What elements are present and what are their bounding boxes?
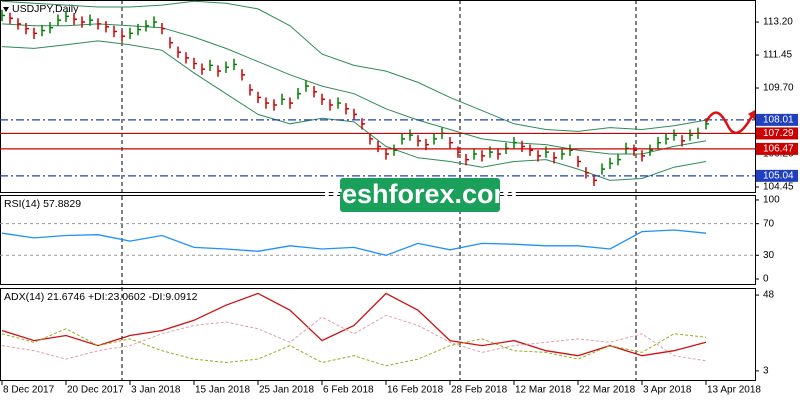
watermark-box [340,178,500,212]
indicator-line [1,314,707,362]
x-tick-label: 22 Mar 2018 [579,385,636,396]
x-tick-label: 28 Feb 2018 [451,385,508,396]
y-tick-label: 30 [763,250,775,261]
forecast-arrowhead [748,110,755,120]
watermark: freshforex.com [322,179,517,209]
level-label: 108.01 [763,115,794,126]
x-tick-label: 16 Feb 2018 [387,385,444,396]
bollinger-middle [1,23,707,155]
x-tick-label: 3 Jan 2018 [131,385,181,396]
menu-triangle[interactable] [3,7,9,12]
level-label: 105.04 [763,170,794,181]
y-tick-label: 104.45 [763,182,794,193]
bollinger-upper [1,0,707,132]
y-tick-label: 0 [763,274,769,285]
x-tick-label: 3 Apr 2018 [643,385,692,396]
panel-title: USDJPY,Daily [12,3,79,15]
x-tick-label: 13 Apr 2018 [707,385,761,396]
y-tick-label: 100 [763,195,780,206]
indicator-line [1,229,707,256]
level-label-box [756,127,798,140]
panel-title: ADX(14) 21.6746 +DI:23.0602 -DI:9.0912 [4,291,198,303]
indicator-line [1,328,707,367]
y-tick-label: 3 [763,366,769,377]
x-tick-label: 25 Jan 2018 [259,385,314,396]
panel-title: RSI(14) 57.8829 [4,198,81,210]
level-label-box [756,169,798,182]
x-tick-label: 8 Dec 2017 [3,385,55,396]
level-label-box [756,113,798,126]
y-tick-label: 113.20 [763,17,793,28]
level-label: 106.47 [763,144,794,155]
forecast-arrow [704,111,754,135]
x-tick-label: 6 Feb 2018 [323,385,374,396]
y-tick-label: 109.70 [763,83,794,94]
level-label-box [756,142,798,155]
indicator-line [1,292,707,357]
y-tick-label: 70 [763,218,775,229]
y-tick-label: 48 [763,290,775,301]
level-label: 107.29 [763,128,794,139]
y-tick-label: 111.45 [763,50,793,61]
x-tick-label: 12 Mar 2018 [515,385,572,396]
x-tick-label: 20 Dec 2017 [67,385,124,396]
adx-panel-frame [0,288,756,381]
x-tick-label: 15 Jan 2018 [195,385,250,396]
